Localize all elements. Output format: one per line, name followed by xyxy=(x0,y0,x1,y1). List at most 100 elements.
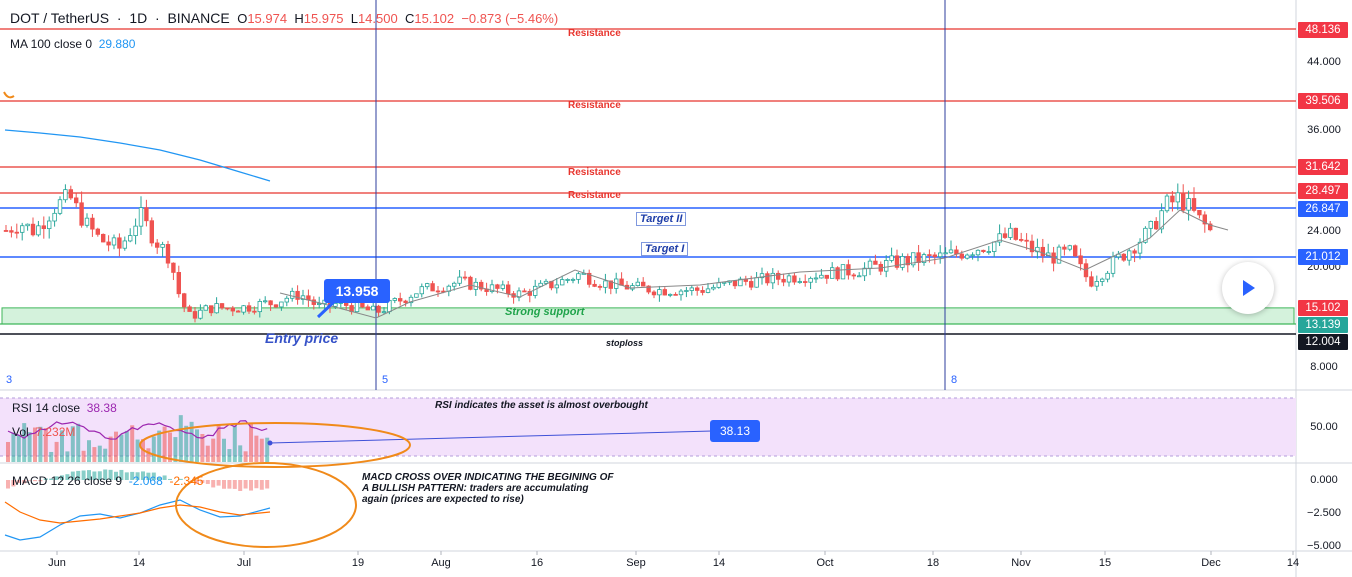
resistance-label[interactable]: Resistance xyxy=(568,28,621,39)
rsi-callout[interactable]: 38.13 xyxy=(710,420,760,442)
candle-body xyxy=(927,254,932,257)
candle-body xyxy=(1121,253,1126,261)
time-axis-label: Jun xyxy=(48,557,66,569)
macd-note-line1[interactable]: MACD CROSS OVER INDICATING THE BEGINING … xyxy=(362,472,614,483)
macd-histogram-bar xyxy=(157,477,162,480)
candle-body xyxy=(770,272,775,284)
strong-support-label[interactable]: Strong support xyxy=(505,306,585,318)
candle-body xyxy=(1137,241,1143,254)
volume-bar xyxy=(189,421,194,462)
volume-bar xyxy=(54,441,59,462)
volume-bar xyxy=(6,441,10,462)
interval[interactable]: 1D xyxy=(129,10,148,26)
high-value: 15.975 xyxy=(303,11,344,26)
symbol-name[interactable]: DOT / TetherUS xyxy=(10,10,110,26)
volume-bar xyxy=(238,445,243,462)
macd-histogram-bar xyxy=(238,480,243,491)
macd-note-line3[interactable]: again (prices are expected to rise) xyxy=(362,494,524,505)
ma-100-line xyxy=(4,129,271,182)
entry-price-label[interactable]: Entry price xyxy=(265,330,339,346)
candle-body xyxy=(14,231,19,234)
candle-body xyxy=(408,296,414,304)
macd-histogram-bar xyxy=(81,470,86,480)
rsi-legend[interactable]: RSI 14 close 38.38 xyxy=(12,401,117,415)
rsi-note[interactable]: RSI indicates the asset is almost overbo… xyxy=(435,400,648,411)
entry-price-callout[interactable]: 13.958 xyxy=(324,279,390,303)
candle-body xyxy=(138,207,144,227)
candle-body xyxy=(500,284,505,289)
candle-body xyxy=(905,256,910,266)
wave-label-5: 5 xyxy=(382,374,389,386)
candle-body xyxy=(1105,272,1110,280)
macd-histogram-bar xyxy=(27,480,32,481)
candle-body xyxy=(981,249,986,253)
macd-histogram-bar xyxy=(227,480,232,489)
volume-bar xyxy=(216,425,221,462)
candle-body xyxy=(225,307,230,310)
candle-body xyxy=(117,237,122,249)
volume-bar xyxy=(81,450,86,462)
candle-body xyxy=(289,290,295,299)
target-1-label[interactable]: Target I xyxy=(641,242,689,256)
price-axis-label: 8.000 xyxy=(1310,361,1338,373)
resistance-label[interactable]: Resistance xyxy=(568,167,621,178)
candle-body xyxy=(1089,276,1094,287)
volume-bar xyxy=(49,451,54,462)
candle-body xyxy=(1132,250,1137,254)
macd-value: -2.068 xyxy=(128,474,163,488)
candle-body xyxy=(835,267,840,280)
candle-body xyxy=(765,273,770,284)
macd-note-line2[interactable]: A BULLISH PATTERN: traders are accumulat… xyxy=(362,483,589,494)
candle-body xyxy=(403,300,408,304)
candle-body xyxy=(1202,214,1207,225)
candle-body xyxy=(673,293,678,296)
candle-body xyxy=(678,290,684,296)
resistance-label[interactable]: Resistance xyxy=(568,190,621,201)
open-value: 15.974 xyxy=(247,11,288,26)
volume-bar xyxy=(146,448,151,462)
macd-histogram-bar xyxy=(130,471,135,480)
candle-body xyxy=(284,297,289,303)
volume-bar xyxy=(135,439,140,462)
candle-body xyxy=(198,309,203,319)
candle-body xyxy=(1008,227,1013,238)
macd-line xyxy=(4,499,271,541)
candle-body xyxy=(1127,250,1132,261)
volume-bar xyxy=(211,438,216,462)
candle-body xyxy=(948,249,954,254)
candle-body xyxy=(986,251,991,253)
macd-histogram-bar xyxy=(151,472,156,480)
price-tag-target: 21.012 xyxy=(1298,249,1348,265)
volume-bar xyxy=(114,431,118,462)
replay-play-button[interactable] xyxy=(1222,262,1274,314)
macd-legend[interactable]: MACD 12 26 close 9 -2.068 -2.345 xyxy=(12,474,204,488)
candle-body xyxy=(257,301,262,313)
target-2-label[interactable]: Target II xyxy=(636,212,687,226)
candle-body xyxy=(786,275,792,283)
time-axis-label: 15 xyxy=(1098,557,1112,569)
candle-body xyxy=(1175,192,1180,203)
price-tag-resistance: 31.642 xyxy=(1298,159,1348,175)
candle-body xyxy=(268,300,273,306)
volume-bar xyxy=(87,440,91,462)
resistance-label[interactable]: Resistance xyxy=(568,100,621,111)
macd-histogram-bar xyxy=(103,469,108,480)
volume-bar xyxy=(178,415,183,462)
candle-body xyxy=(857,275,862,278)
candle-body xyxy=(959,253,964,259)
ma-legend[interactable]: MA 100 close 0 29.880 xyxy=(10,37,135,51)
vol-legend[interactable]: Vol 7.232M xyxy=(12,425,76,439)
time-axis-label: 16 xyxy=(530,557,544,569)
candle-body xyxy=(695,287,700,291)
candle-body xyxy=(149,220,154,244)
macd-histogram-bar xyxy=(195,480,199,485)
candle-body xyxy=(316,303,322,305)
macd-highlight-ellipse xyxy=(175,462,357,548)
volume-bar xyxy=(254,435,259,462)
volume-bar xyxy=(97,445,102,462)
macd-signal-line xyxy=(4,501,271,524)
stoploss-label[interactable]: stoploss xyxy=(606,338,644,348)
wave-label-8: 8 xyxy=(951,374,958,386)
candle-body xyxy=(235,310,241,313)
